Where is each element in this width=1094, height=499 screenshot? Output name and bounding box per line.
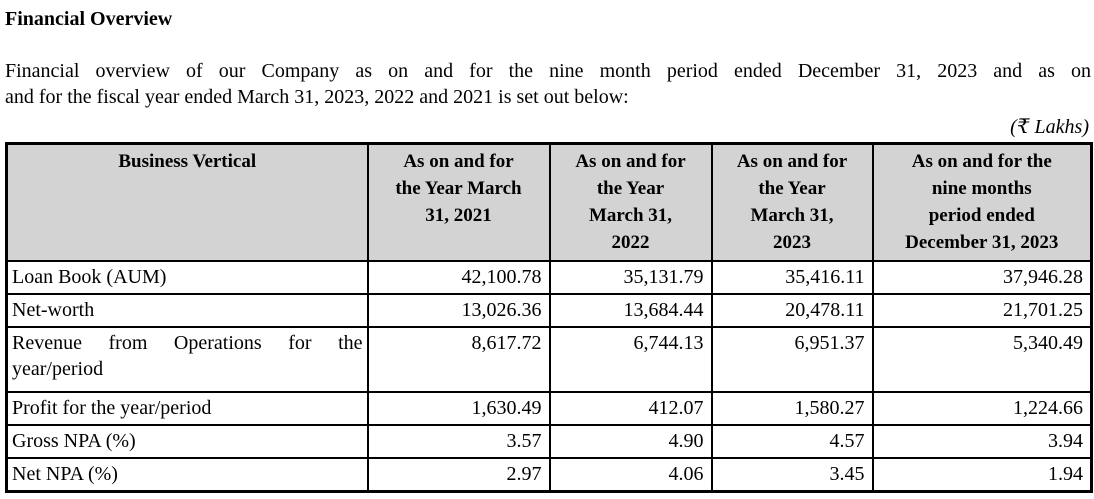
value-cell: 37,946.28 [871, 260, 1093, 295]
value-cell: 412.07 [548, 391, 713, 426]
table-row-net-worth: Net-worth 13,026.36 13,684.44 20,478.11 … [5, 293, 1093, 328]
value-cell: 20,478.11 [710, 293, 874, 328]
value-cell: 1,630.49 [366, 391, 551, 426]
table-header-row: Business Vertical As on and for the Year… [5, 142, 1093, 262]
currency-unit-note: (₹ Lakhs) [1010, 116, 1089, 138]
column-header-business-vertical: Business Vertical [5, 142, 369, 262]
column-header-fy2023: As on and for the Year March 31, 2023 [710, 142, 874, 262]
value-cell: 13,026.36 [366, 293, 551, 328]
page-title: Financial Overview [5, 8, 173, 30]
value-cell: 42,100.78 [366, 260, 551, 295]
value-cell: 6,951.37 [710, 326, 874, 393]
financial-overview-table: Business Vertical As on and for the Year… [5, 142, 1093, 493]
row-label: Gross NPA (%) [5, 424, 369, 459]
row-label: Net-worth [5, 293, 369, 328]
value-cell: 4.57 [710, 424, 874, 459]
value-cell: 4.90 [548, 424, 713, 459]
row-label: Net NPA (%) [5, 457, 369, 493]
value-cell: 3.45 [710, 457, 874, 493]
value-cell: 6,744.13 [548, 326, 713, 393]
intro-line-2: and for the fiscal year ended March 31, … [5, 86, 629, 108]
value-cell: 5,340.49 [871, 326, 1093, 393]
intro-paragraph: Financial overview of our Company as on … [5, 58, 1091, 110]
row-label: Loan Book (AUM) [5, 260, 369, 295]
value-cell: 35,416.11 [710, 260, 874, 295]
value-cell: 8,617.72 [366, 326, 551, 393]
row-label: Profit for the year/period [5, 391, 369, 426]
column-header-fy2021: As on and for the Year March 31, 2021 [366, 142, 551, 262]
value-cell: 4.06 [548, 457, 713, 493]
table-row-revenue: Revenue from Operations for the year/per… [5, 326, 1093, 393]
value-cell: 3.94 [871, 424, 1093, 459]
column-header-fy2022: As on and for the Year March 31, 2022 [548, 142, 713, 262]
value-cell: 1.94 [871, 457, 1093, 493]
intro-line-1: Financial overview of our Company as on … [5, 60, 1091, 82]
value-cell: 1,580.27 [710, 391, 874, 426]
table-row-gross-npa: Gross NPA (%) 3.57 4.90 4.57 3.94 [5, 424, 1093, 459]
value-cell: 1,224.66 [871, 391, 1093, 426]
table-row-profit: Profit for the year/period 1,630.49 412.… [5, 391, 1093, 426]
value-cell: 21,701.25 [871, 293, 1093, 328]
table-row-loan-book: Loan Book (AUM) 42,100.78 35,131.79 35,4… [5, 260, 1093, 295]
value-cell: 3.57 [366, 424, 551, 459]
value-cell: 2.97 [366, 457, 551, 493]
value-cell: 13,684.44 [548, 293, 713, 328]
table-row-net-npa: Net NPA (%) 2.97 4.06 3.45 1.94 [5, 457, 1093, 493]
column-header-9m-dec2023: As on and for the nine months period end… [871, 142, 1093, 262]
value-cell: 35,131.79 [548, 260, 713, 295]
row-label: Revenue from Operations for the year/per… [5, 326, 369, 393]
